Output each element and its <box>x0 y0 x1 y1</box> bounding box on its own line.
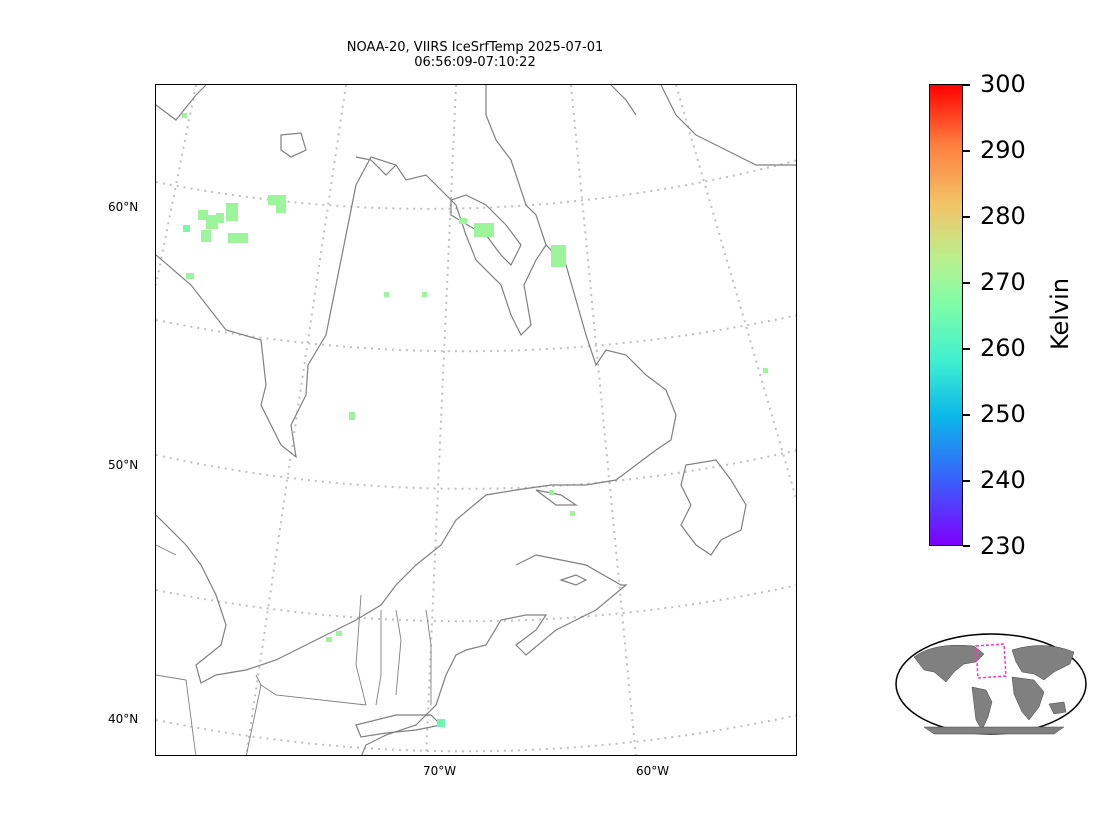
colorbar-tick <box>963 348 970 350</box>
title-line-1: NOAA-20, VIIRS IceSrfTemp 2025-07-01 <box>346 40 604 55</box>
data-pixel <box>459 218 467 224</box>
data-pixel <box>474 223 494 237</box>
data-pixel <box>437 719 445 727</box>
colorbar-tick-label: 240 <box>980 466 1026 494</box>
data-pixel <box>206 215 218 229</box>
data-pixel <box>384 292 389 297</box>
colorbar-tick-label: 230 <box>980 532 1026 560</box>
colorbar-tick-label: 300 <box>980 70 1026 98</box>
data-pixel <box>198 210 208 220</box>
map-svg <box>156 85 796 755</box>
data-pixel <box>549 490 554 495</box>
graticule-lat-line <box>156 714 796 753</box>
data-pixel <box>228 233 248 243</box>
globe-inset-map <box>894 632 1088 736</box>
graticule-lon-line <box>425 85 457 755</box>
map-panel[interactable] <box>155 84 797 756</box>
data-pixel <box>326 637 332 642</box>
colorbar <box>929 84 963 546</box>
data-pixel <box>551 245 566 267</box>
lon-label-70w: 70°W <box>423 764 457 778</box>
data-pixel <box>186 273 194 279</box>
colorbar-tick-label: 290 <box>980 136 1026 164</box>
colorbar-tick-label: 260 <box>980 334 1026 362</box>
graticule-lon-line <box>245 85 347 755</box>
data-pixel <box>349 412 355 420</box>
data-pixel <box>763 368 768 373</box>
graticule-lon-line <box>570 85 637 755</box>
data-pixel <box>570 511 575 516</box>
colorbar-tick <box>963 282 970 284</box>
colorbar-tick-label: 270 <box>980 268 1026 296</box>
colorbar-tick-label: 250 <box>980 400 1026 428</box>
colorbar-label: Kelvin <box>1046 277 1074 351</box>
title-line-2: 06:56:09-07:10:22 <box>414 55 536 70</box>
data-pixel <box>182 113 187 118</box>
data-pixel <box>183 225 190 232</box>
lat-label-50n: 50°N <box>108 458 139 472</box>
graticule-lon-line <box>675 85 796 502</box>
data-pixel <box>216 213 224 223</box>
colorbar-tick <box>963 414 970 416</box>
colorbar-tick <box>963 545 970 547</box>
graticule-lat-line <box>156 584 796 623</box>
coastlines <box>156 85 796 755</box>
political-borders <box>156 544 432 755</box>
graticule <box>156 85 796 755</box>
inset-region-box <box>975 643 1007 679</box>
lat-label-60n: 60°N <box>108 200 139 214</box>
graticule-lat-line <box>156 449 796 490</box>
graticule-lat-line <box>156 314 796 353</box>
graticule-lon-line <box>156 85 197 286</box>
data-pixel <box>226 203 238 221</box>
colorbar-tick-label: 280 <box>980 202 1026 230</box>
data-pixel <box>336 631 342 636</box>
lat-label-40n: 40°N <box>108 712 139 726</box>
colorbar-tick <box>963 480 970 482</box>
plot-title: NOAA-20, VIIRS IceSrfTemp 2025-07-01 06:… <box>240 40 710 70</box>
data-pixel <box>276 203 286 213</box>
colorbar-tick <box>963 84 970 86</box>
colorbar-tick <box>963 216 970 218</box>
graticule-lat-line <box>156 159 796 210</box>
ice-temp-pixels <box>182 113 768 727</box>
data-pixel <box>201 230 211 242</box>
inset-land <box>913 644 1075 735</box>
data-pixel <box>422 292 427 297</box>
colorbar-tick <box>963 150 970 152</box>
lon-label-60w: 60°W <box>636 764 670 778</box>
data-pixel <box>268 195 286 205</box>
